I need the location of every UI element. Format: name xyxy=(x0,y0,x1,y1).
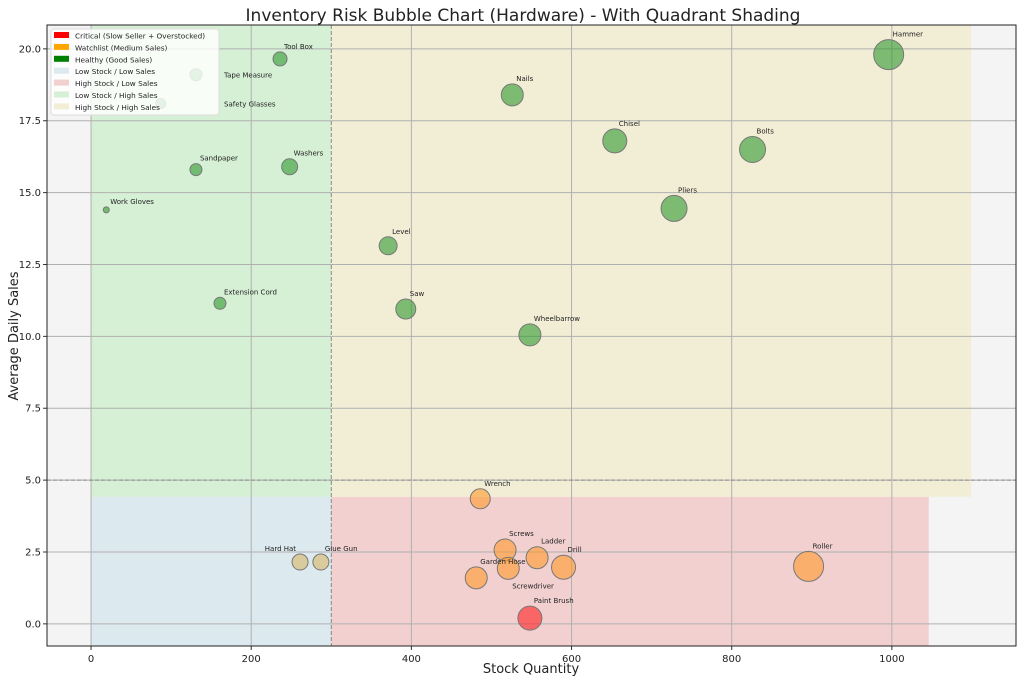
x-axis-label: Stock Quantity xyxy=(483,662,580,677)
bubble-label: Pliers xyxy=(678,186,697,194)
quadrant-region xyxy=(331,496,929,646)
bubble-label: Washers xyxy=(294,150,324,158)
bubble-label: Bolts xyxy=(757,127,775,135)
bubble-saw xyxy=(395,298,417,320)
bubble-wheelbarrow xyxy=(518,323,542,347)
bubble-label: Glue Gun xyxy=(325,545,358,553)
bubble-label: Hammer xyxy=(893,31,923,39)
legend-swatch xyxy=(54,79,69,86)
legend-label: High Stock / High Sales xyxy=(75,103,160,112)
bubble-label: Screws xyxy=(509,530,534,538)
x-tick-label: 0 xyxy=(88,654,94,665)
y-tick-label: 2.5 xyxy=(25,547,41,558)
legend-label: Critical (Slow Seller + Overstocked) xyxy=(75,32,205,41)
legend-swatch xyxy=(54,67,69,74)
bubble-label: Ladder xyxy=(541,538,565,546)
bubble-label: Garden Hose xyxy=(480,558,525,566)
bubble-label: Screwdriver xyxy=(512,582,554,590)
bubble-garden-hose xyxy=(464,566,488,590)
bubble-label: Wrench xyxy=(484,480,510,488)
x-tick-label: 600 xyxy=(562,654,581,665)
bubble-extension-cord xyxy=(213,296,227,310)
bubble-label: Tool Box xyxy=(283,43,313,51)
legend-label: Low Stock / High Sales xyxy=(75,91,158,100)
bubble-label: Extension Cord xyxy=(224,288,277,296)
bubble-paint-brush xyxy=(517,605,543,631)
legend-box xyxy=(50,28,220,116)
bubble-washers xyxy=(281,158,299,176)
quadrant-region xyxy=(91,496,332,646)
bubble-chisel xyxy=(602,128,628,154)
legend: Critical (Slow Seller + Overstocked) Watc… xyxy=(50,28,220,116)
bubble-ladder xyxy=(525,546,549,570)
bubble-level xyxy=(378,236,398,256)
bubble-label: Safety Glasses xyxy=(224,100,276,108)
bubble-glue-gun xyxy=(312,553,330,571)
x-tick-label: 200 xyxy=(242,654,261,665)
bubble-bolts xyxy=(739,135,767,163)
bubble-label: Drill xyxy=(568,546,582,554)
legend-label: Low Stock / Low Sales xyxy=(75,67,155,76)
bubble-wrench xyxy=(469,488,491,510)
y-tick-label: 20.0 xyxy=(19,44,41,55)
chart-title: Inventory Risk Bubble Chart (Hardware) -… xyxy=(246,6,801,26)
legend-swatch xyxy=(54,32,69,38)
y-tick-label: 12.5 xyxy=(19,260,41,271)
plot-frame xyxy=(46,24,1017,647)
legend-label: Watchlist (Medium Sales) xyxy=(75,43,168,52)
y-tick-label: 5.0 xyxy=(25,476,41,487)
bubbles xyxy=(102,39,905,631)
bubble-sandpaper xyxy=(189,163,203,177)
bubble-tool-box xyxy=(272,51,288,67)
bubble-label: Paint Brush xyxy=(534,597,574,605)
bubble-label: Roller xyxy=(813,542,833,550)
y-tick-label: 10.0 xyxy=(19,332,41,343)
legend-swatch xyxy=(54,103,69,110)
legend-swatch xyxy=(54,91,69,98)
bubble-screwdriver xyxy=(496,556,520,580)
bubble-label: Wheelbarrow xyxy=(534,315,580,323)
bubble-label: Sandpaper xyxy=(200,155,238,163)
legend-label: Healthy (Good Sales) xyxy=(75,55,152,64)
bubble-label: Chisel xyxy=(619,120,640,128)
legend-label: High Stock / Low Sales xyxy=(75,79,158,88)
y-tick-label: 7.5 xyxy=(25,404,41,415)
y-tick-label: 0.0 xyxy=(25,619,41,630)
bubble-labels: Hammer Tool Box Tape Measure Safety Glasses… xyxy=(110,31,923,605)
bubble-pliers xyxy=(660,194,688,222)
bubble-nails xyxy=(500,83,524,107)
bubble-roller xyxy=(793,550,825,582)
bubble-work-gloves xyxy=(102,206,110,214)
bubble-hammer xyxy=(873,39,905,71)
legend-swatch xyxy=(54,55,69,62)
bubble-label: Work Gloves xyxy=(110,198,154,206)
y-tick-label: 15.0 xyxy=(19,188,41,199)
bubble-hard-hat xyxy=(291,553,309,571)
y-axis-label: Average Daily Sales xyxy=(7,271,22,400)
bubble-label: Nails xyxy=(516,75,533,83)
y-tick-label: 17.5 xyxy=(19,116,41,127)
quadrant-region xyxy=(331,25,972,497)
bubble-label: Hard Hat xyxy=(265,545,297,553)
bubble-drill xyxy=(551,554,577,580)
bubble-label: Level xyxy=(392,228,411,236)
x-tick-label: 1000 xyxy=(879,654,904,665)
x-tick-label: 800 xyxy=(722,654,741,665)
bubble-label: Saw xyxy=(410,290,425,298)
bubble-label: Tape Measure xyxy=(223,72,272,80)
x-tick-label: 400 xyxy=(402,654,421,665)
legend-swatch xyxy=(54,43,69,50)
